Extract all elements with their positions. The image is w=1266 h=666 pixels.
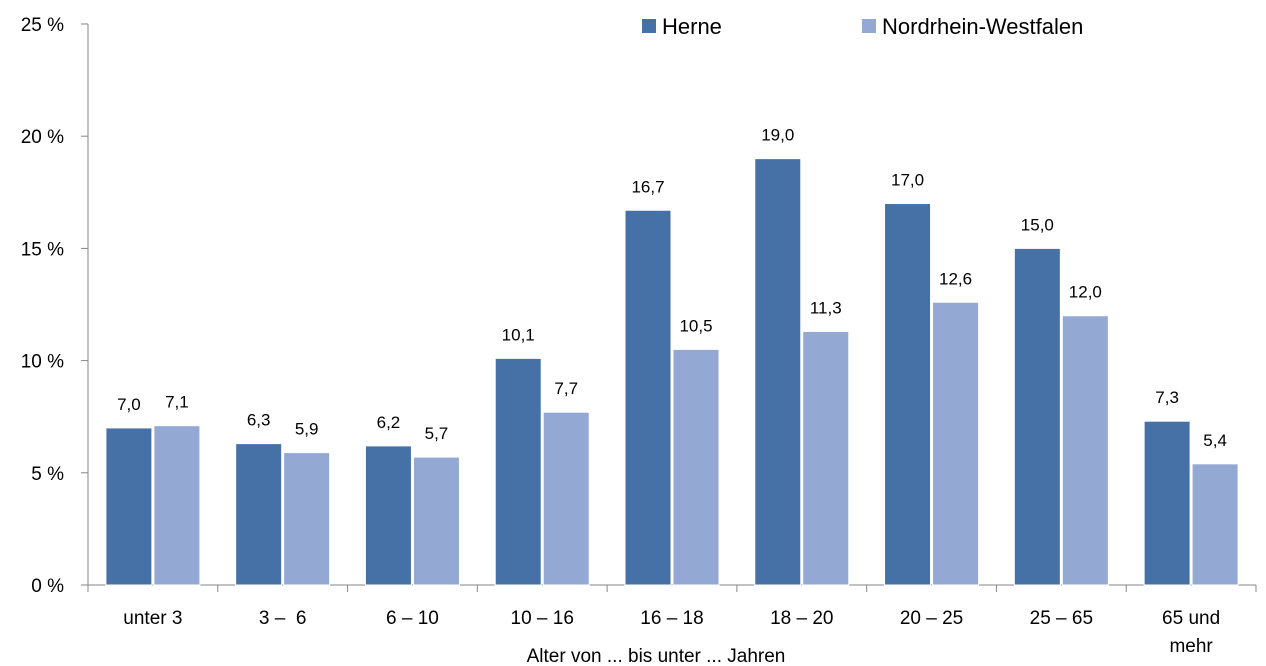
x-category-label: 18 – 20	[770, 608, 833, 629]
bars	[105, 158, 1239, 586]
x-category-label: unter 3	[123, 608, 182, 629]
data-label-herne: 16,7	[631, 177, 664, 196]
x-category-label: 25 – 65	[1030, 608, 1093, 629]
data-label-herne: 19,0	[761, 126, 794, 145]
bar-nrw	[802, 330, 850, 586]
x-category-label: 3 – 6	[259, 608, 307, 629]
bar-nrw	[932, 301, 980, 586]
x-axis-title: Alter von ... bis unter ... Jahren	[527, 646, 786, 666]
y-tick-label: 20 %	[21, 127, 64, 148]
y-tick-label: 5 %	[31, 464, 64, 485]
bar-nrw	[283, 452, 331, 586]
x-category-label: 16 – 18	[640, 608, 703, 629]
legend-label: Herne	[662, 14, 722, 39]
data-label-nrw: 5,4	[1203, 431, 1227, 450]
bar-herne	[235, 443, 283, 586]
data-label-nrw: 7,7	[554, 379, 578, 398]
legend-swatch	[862, 19, 876, 33]
data-label-herne: 17,0	[891, 171, 924, 190]
data-label-herne: 10,1	[502, 325, 535, 344]
y-tick-label: 10 %	[21, 352, 64, 373]
bar-herne	[1143, 420, 1191, 586]
bar-herne	[105, 427, 153, 586]
y-tick-label: 25 %	[21, 15, 64, 36]
data-label-nrw: 11,3	[810, 298, 842, 317]
data-label-herne: 6,2	[377, 413, 401, 432]
data-label-nrw: 5,7	[425, 424, 449, 443]
bar-nrw	[1061, 315, 1109, 586]
x-category-label: 10 – 16	[511, 608, 574, 629]
legend: Herne Nordrhein-Westfalen	[642, 14, 1083, 39]
x-category-label: 65 und mehr	[1162, 608, 1220, 657]
data-label-nrw: 12,0	[1069, 283, 1102, 302]
bar-herne	[364, 445, 412, 586]
data-label-nrw: 12,6	[939, 269, 972, 288]
data-label-nrw: 5,9	[295, 420, 319, 439]
bar-herne	[494, 357, 542, 586]
bar-herne	[624, 209, 672, 586]
x-category-label: 6 – 10	[386, 608, 439, 629]
bar-nrw	[672, 348, 720, 586]
bar-nrw	[153, 425, 201, 586]
data-label-herne: 15,0	[1021, 215, 1054, 234]
x-axis: unter 3 3 – 6 6 – 10 10 – 16 16 – 18 18 – 20 2…	[87, 584, 1257, 657]
bar-herne	[884, 203, 932, 586]
data-label-nrw: 10,5	[679, 316, 712, 335]
y-tick-label: 0 %	[31, 576, 64, 597]
data-labels: 7,0 7,1 6,3 5,9 6,2 5,7 10,1 7,7 16,7 10,5 19,0 11,…	[117, 126, 1227, 450]
data-label-herne: 7,0	[117, 395, 141, 414]
x-category-label: 20 – 25	[900, 608, 963, 629]
y-tick-label: 15 %	[21, 239, 64, 260]
data-label-herne: 7,3	[1155, 388, 1179, 407]
data-label-nrw: 7,1	[165, 393, 189, 412]
bar-nrw	[542, 411, 590, 586]
legend-label: Nordrhein-Westfalen	[882, 14, 1083, 39]
y-axis: 0 % 5 % 10 % 15 % 20 % 25 %	[21, 15, 89, 597]
bar-nrw	[412, 456, 460, 586]
bar-herne	[754, 158, 802, 586]
bar-nrw	[1191, 463, 1239, 586]
bar-herne	[1013, 247, 1061, 586]
data-label-herne: 6,3	[247, 411, 271, 430]
legend-swatch	[642, 19, 656, 33]
